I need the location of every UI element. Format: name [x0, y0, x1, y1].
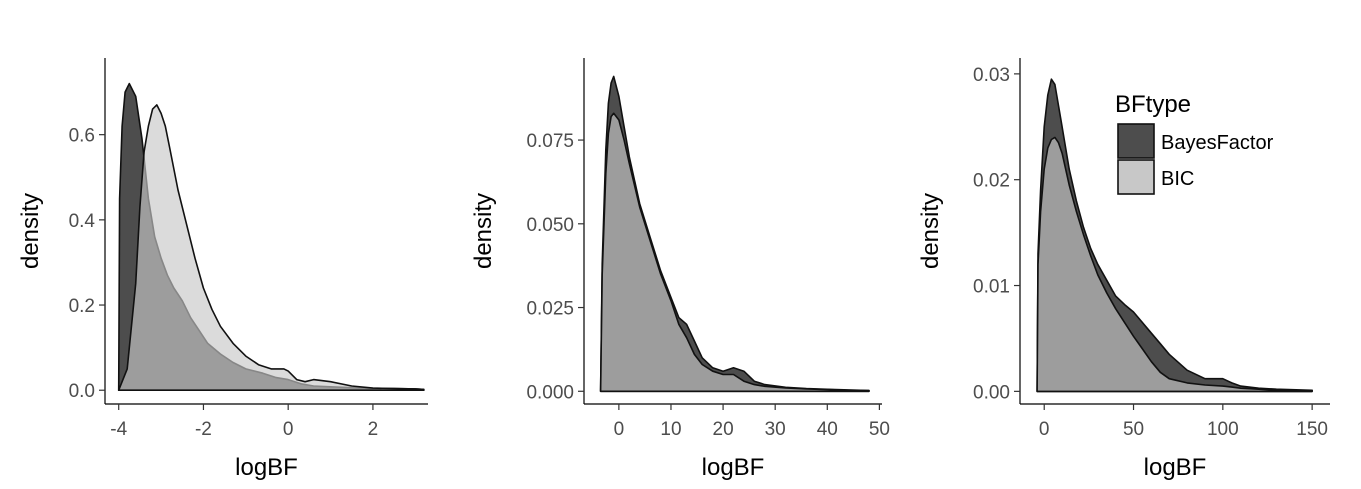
y-tick-label: 0.6	[69, 126, 95, 147]
y-tick-label: 0.000	[526, 382, 574, 403]
y-tick-label: 0.2	[69, 296, 95, 317]
legend-key-bayesfactor	[1117, 123, 1155, 159]
y-tick-label: 0.00	[973, 382, 1010, 403]
panel-1: -4 -2 0 2 0.0 0.2 0.4 0.6 logBF density	[17, 58, 428, 481]
y-tick-label: 0.03	[973, 65, 1010, 86]
x-axis-title: logBF	[702, 454, 765, 481]
x-tick-label: 100	[1207, 419, 1239, 440]
panel-3: 0 50 100 150 0.00 0.01 0.02 0.03 logBF density	[917, 58, 1330, 481]
panel-2: 0 10 20 30 40 50 0.000 0.025 0.050 0.075 logBF dens…	[470, 58, 890, 481]
x-tick-label: 10	[660, 419, 681, 440]
x-axis-title: logBF	[235, 454, 298, 481]
y-axis-title: density	[470, 193, 497, 269]
y-axis-title: density	[17, 193, 44, 269]
y-tick-label: 0.025	[526, 299, 574, 320]
y-tick-label: 0.0	[69, 381, 95, 402]
legend-label: BIC	[1161, 168, 1194, 190]
legend-label: BayesFactor	[1161, 132, 1274, 154]
x-tick-label: 30	[765, 419, 786, 440]
x-tick-label: 0	[614, 419, 625, 440]
x-tick-label: -2	[195, 419, 212, 440]
density-area-bic	[1036, 136, 1313, 393]
y-tick-label: 0.02	[973, 171, 1010, 192]
y-axis-title: density	[917, 193, 944, 269]
density-area-bic	[599, 112, 870, 393]
x-axis-title: logBF	[1144, 454, 1207, 481]
legend-title: BFtype	[1115, 91, 1191, 118]
density-area-bic	[117, 104, 425, 391]
x-tick-label: 50	[1123, 419, 1144, 440]
x-tick-label: 50	[869, 419, 890, 440]
x-tick-label: 0	[1039, 419, 1050, 440]
x-tick-label: -4	[110, 419, 127, 440]
x-tick-label: 40	[817, 419, 838, 440]
y-tick-label: 0.050	[526, 215, 574, 236]
x-tick-label: 2	[368, 419, 379, 440]
legend-key-bic	[1117, 159, 1155, 195]
x-tick-label: 0	[283, 419, 294, 440]
legend: BFtype BayesFactor BIC	[1115, 91, 1274, 195]
y-tick-label: 0.01	[973, 277, 1010, 298]
y-tick-label: 0.4	[69, 211, 96, 232]
y-tick-label: 0.075	[526, 131, 574, 152]
x-tick-label: 150	[1296, 419, 1328, 440]
x-tick-label: 20	[713, 419, 734, 440]
